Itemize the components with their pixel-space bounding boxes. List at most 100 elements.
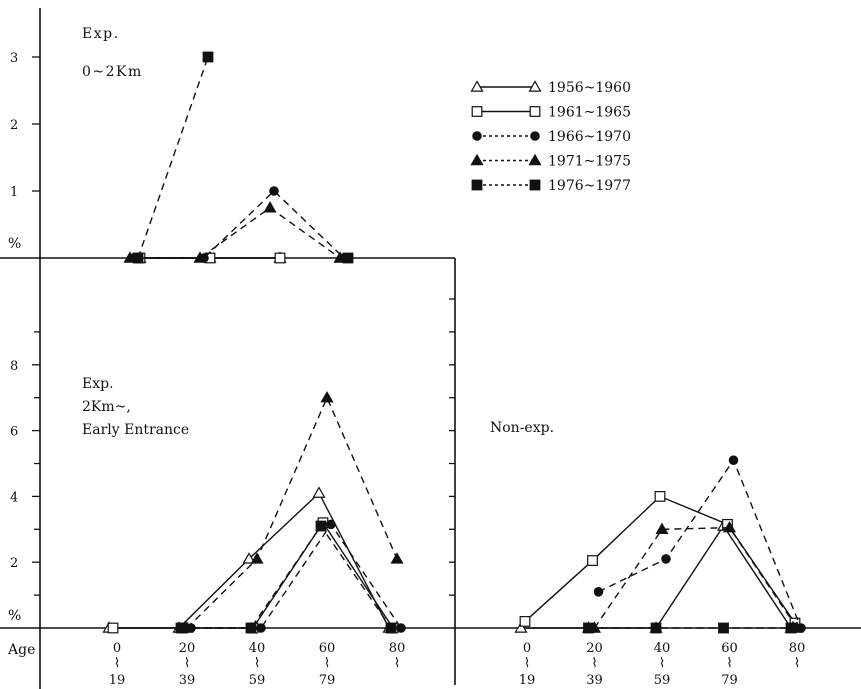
y-tick-label: 2 xyxy=(10,556,18,571)
age-range-mark: ⌇ xyxy=(659,656,665,671)
data-point xyxy=(315,520,327,532)
age-group-end: 39 xyxy=(586,673,603,688)
series-1976~1977 xyxy=(583,622,797,634)
panel-title-exp-0-2km-line2: 0~2Km xyxy=(82,64,143,80)
y-tick-label: 2 xyxy=(10,118,18,133)
data-point xyxy=(593,587,604,597)
age-group-end: 79 xyxy=(721,673,738,688)
data-point xyxy=(396,623,406,633)
age-group-end: 39 xyxy=(179,673,196,688)
series-line xyxy=(130,206,341,259)
age-range-mark: ⌇ xyxy=(184,656,190,671)
legend-marker-right xyxy=(528,153,542,166)
legend-label: 1966~1970 xyxy=(548,129,631,145)
age-range-mark: ⌇ xyxy=(794,656,800,671)
age-group-start: 20 xyxy=(179,641,196,656)
age-group-start: 60 xyxy=(721,641,738,656)
legend-marker-right xyxy=(528,80,542,92)
age-group-start: 40 xyxy=(654,641,671,656)
age-group-end: 79 xyxy=(319,673,336,688)
legend-entry: 1966~1970 xyxy=(472,129,631,145)
y-tick-label: 4 xyxy=(10,490,18,505)
legend-entry: 1961~1965 xyxy=(471,105,631,121)
data-point xyxy=(175,622,187,634)
data-point xyxy=(274,252,286,264)
data-point xyxy=(718,622,729,634)
age-group-start: 60 xyxy=(319,641,336,656)
series-line xyxy=(598,458,802,629)
series-1961~1965 xyxy=(519,491,801,629)
panel-titles: Exp. 0~2Km Exp. 2Km~, Early Entrance Non… xyxy=(82,26,554,438)
age-group-start: 0 xyxy=(523,641,531,656)
y-tick-label: 6 xyxy=(10,425,18,440)
series-line xyxy=(593,526,798,629)
y-ticks: 1 2 3 2 4 6 8 xyxy=(10,51,455,596)
legend-marker-right xyxy=(529,106,541,117)
data-point xyxy=(263,201,277,213)
data-point xyxy=(654,491,666,502)
data-point xyxy=(514,621,528,633)
age-group-end: 19 xyxy=(519,673,536,688)
series-1976~1977 xyxy=(132,51,354,264)
panel-non-exp xyxy=(514,455,806,634)
legend-entry: 1971~1975 xyxy=(470,153,631,170)
axes xyxy=(0,8,861,689)
legend-entry: 1976~1977 xyxy=(471,178,631,194)
series-1956~1960 xyxy=(102,486,396,633)
data-point xyxy=(385,622,397,634)
legend-label: 1971~1975 xyxy=(548,154,631,170)
series-line xyxy=(137,56,209,259)
data-point xyxy=(728,455,739,466)
data-point xyxy=(256,623,266,633)
age-group-start: 80 xyxy=(389,641,406,656)
age-group-start: 0 xyxy=(113,641,121,656)
y-tick-label: 1 xyxy=(10,185,18,200)
legend-marker-right xyxy=(529,179,541,191)
legend-marker-right xyxy=(530,131,540,141)
panel-title-exp-2km-line1: Exp. xyxy=(82,376,114,392)
series-1971~1975 xyxy=(123,201,347,263)
data-point xyxy=(242,552,256,564)
panel-title-non-exp: Non-exp. xyxy=(490,420,554,436)
data-point xyxy=(785,622,797,634)
y-tick-label: 8 xyxy=(10,359,18,374)
data-point xyxy=(342,252,354,264)
series-line xyxy=(521,524,792,629)
age-range-mark: ⌇ xyxy=(591,656,597,671)
series-line xyxy=(181,524,392,629)
series-line xyxy=(134,190,345,259)
panel-exp-0-2km xyxy=(123,51,354,264)
series-layer xyxy=(102,51,806,634)
series-1976~1977 xyxy=(175,520,397,634)
age-group-start: 20 xyxy=(586,641,603,656)
series-line xyxy=(113,521,394,629)
age-group-end: 59 xyxy=(654,673,671,688)
panel-title-exp-2km-line3: Early Entrance xyxy=(82,422,189,438)
data-point xyxy=(655,522,669,535)
age-group-end: 59 xyxy=(249,673,266,688)
legend-label: 1956~1960 xyxy=(548,80,631,96)
data-point xyxy=(320,390,334,403)
data-point xyxy=(722,520,737,533)
bottom-panel-ylabel: % xyxy=(8,608,21,624)
top-panel-ylabel: % xyxy=(8,236,21,252)
series-1966~1970 xyxy=(129,186,349,263)
data-point xyxy=(202,51,214,63)
legend-label: 1976~1977 xyxy=(548,178,631,194)
legend: 1956~1960 1961~1965 1966~1970 1971~1975 1976… xyxy=(470,80,631,194)
y-tick-label: 3 xyxy=(10,51,18,66)
age-range-mark: ⌇ xyxy=(254,656,260,671)
legend-marker-left xyxy=(470,153,484,166)
legend-marker-left xyxy=(470,80,484,92)
data-point xyxy=(390,552,404,564)
data-point xyxy=(587,555,598,566)
age-range-mark: ⌇ xyxy=(324,656,330,671)
data-point xyxy=(269,186,279,196)
data-point xyxy=(583,622,594,634)
data-point xyxy=(245,622,257,634)
data-point xyxy=(326,519,336,530)
data-point xyxy=(193,251,207,263)
data-point xyxy=(132,252,144,264)
data-point xyxy=(519,616,531,627)
series-line xyxy=(186,395,398,629)
